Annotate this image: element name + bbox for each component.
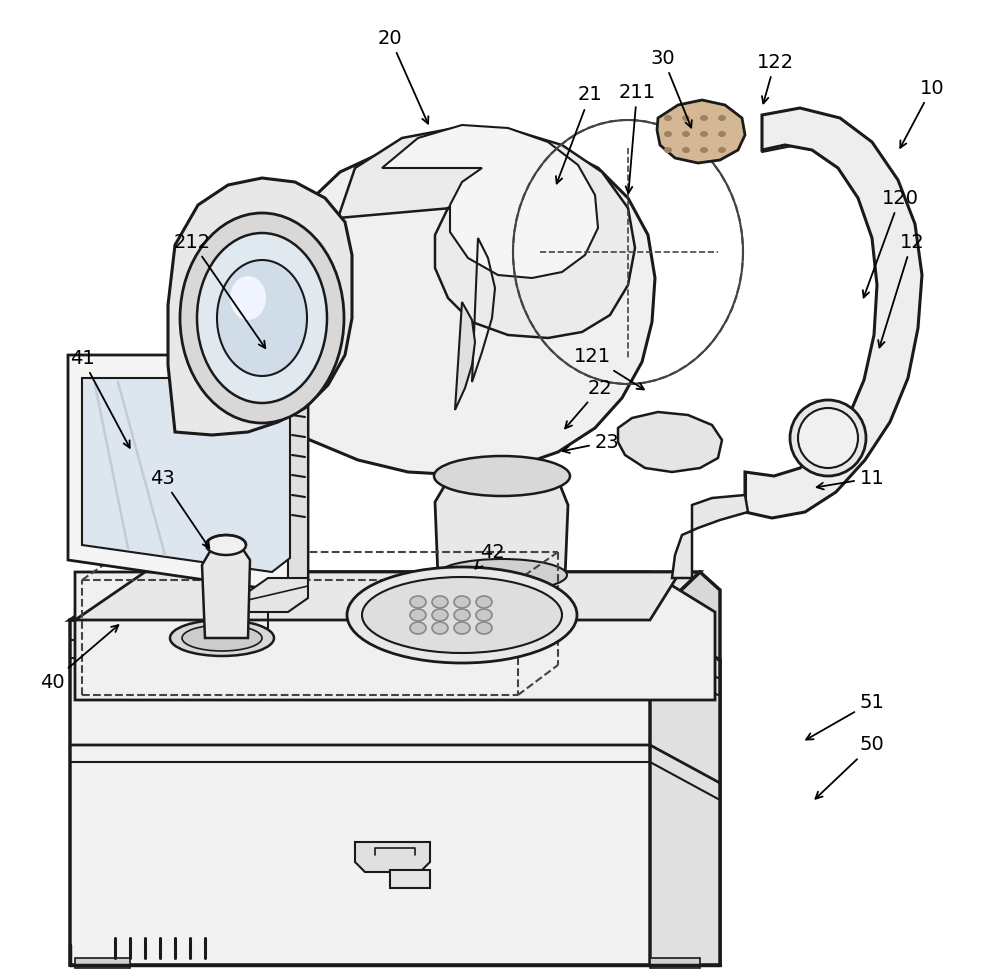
Ellipse shape [197,233,327,403]
Ellipse shape [718,115,726,121]
Polygon shape [657,100,745,163]
Text: 42: 42 [475,543,504,569]
Ellipse shape [664,131,672,137]
Polygon shape [745,108,922,518]
Ellipse shape [206,535,246,555]
Polygon shape [68,355,308,592]
Text: 30: 30 [651,49,692,128]
Polygon shape [70,620,720,965]
Text: 12: 12 [878,233,924,348]
Polygon shape [202,542,250,638]
Ellipse shape [434,456,570,496]
Ellipse shape [664,147,672,153]
Text: 10: 10 [900,79,944,148]
Ellipse shape [182,625,262,651]
Ellipse shape [432,622,448,634]
Ellipse shape [476,609,492,621]
Text: 120: 120 [863,189,918,297]
Ellipse shape [700,131,708,137]
Polygon shape [390,870,430,888]
Polygon shape [382,125,598,278]
Polygon shape [672,495,748,578]
Text: 21: 21 [556,86,602,183]
Polygon shape [70,572,700,620]
Polygon shape [75,958,130,968]
Text: 23: 23 [563,432,619,453]
Text: 43: 43 [150,468,209,548]
Text: 11: 11 [817,468,884,489]
Text: 50: 50 [815,735,884,799]
Polygon shape [168,178,352,435]
Polygon shape [435,470,568,578]
Ellipse shape [682,115,690,121]
Ellipse shape [437,559,567,591]
Text: 41: 41 [70,349,130,448]
Ellipse shape [362,577,562,653]
Polygon shape [650,572,720,660]
Polygon shape [338,128,635,338]
Polygon shape [248,578,308,612]
Ellipse shape [718,131,726,137]
Ellipse shape [432,609,448,621]
Ellipse shape [180,213,344,423]
Polygon shape [75,572,715,700]
Text: 122: 122 [756,53,794,103]
Ellipse shape [454,609,470,621]
Polygon shape [355,842,430,872]
Ellipse shape [798,408,858,468]
Ellipse shape [432,596,448,608]
Polygon shape [288,355,308,592]
Text: 51: 51 [806,693,884,739]
Ellipse shape [410,622,426,634]
Ellipse shape [682,131,690,137]
Text: 212: 212 [173,233,265,348]
Ellipse shape [410,609,426,621]
Ellipse shape [170,620,274,656]
Text: 20: 20 [378,28,428,124]
Ellipse shape [700,115,708,121]
Ellipse shape [454,622,470,634]
Ellipse shape [410,596,426,608]
Polygon shape [650,620,720,965]
Ellipse shape [664,115,672,121]
Ellipse shape [347,567,577,663]
Polygon shape [650,958,700,968]
Text: 121: 121 [573,348,644,390]
Text: 22: 22 [565,379,612,429]
Polygon shape [82,378,290,572]
Text: 211: 211 [618,83,656,193]
Ellipse shape [454,596,470,608]
Polygon shape [75,572,680,620]
Ellipse shape [476,622,492,634]
Ellipse shape [476,596,492,608]
Polygon shape [220,138,655,502]
Ellipse shape [682,147,690,153]
Ellipse shape [217,260,307,376]
Ellipse shape [700,147,708,153]
Polygon shape [618,412,722,472]
Ellipse shape [718,147,726,153]
Ellipse shape [790,400,866,476]
Polygon shape [455,302,475,410]
Text: 40: 40 [40,625,118,692]
Ellipse shape [230,276,266,320]
